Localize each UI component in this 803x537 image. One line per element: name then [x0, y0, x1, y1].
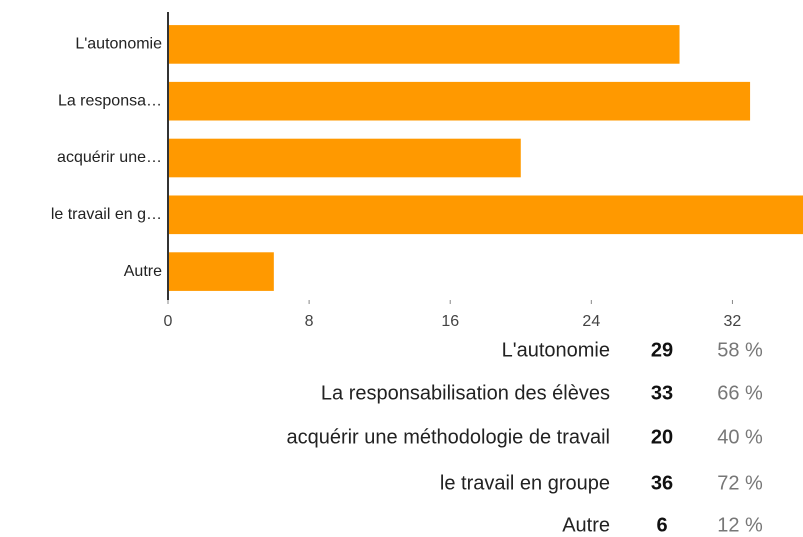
x-tick-label: 8 — [305, 313, 314, 330]
legend-name: Autre — [562, 514, 610, 536]
y-tick-label: Autre — [124, 263, 162, 280]
legend-name: le travail en groupe — [440, 472, 610, 494]
bar — [168, 25, 680, 64]
x-tick-label: 24 — [582, 313, 600, 330]
bar — [168, 252, 274, 291]
legend-name: acquérir une méthodologie de travail — [286, 426, 610, 448]
y-tick-label: acquérir une… — [57, 149, 162, 166]
count: 29 — [651, 339, 673, 361]
legend-name: La responsabilisation des élèves — [321, 382, 610, 404]
percent: 72 % — [717, 472, 763, 494]
bar — [168, 138, 521, 178]
bar — [168, 195, 803, 235]
percent: 66 % — [717, 382, 763, 404]
percent: 40 % — [717, 426, 763, 448]
count: 36 — [651, 472, 673, 494]
count: 6 — [656, 514, 667, 536]
bar — [168, 81, 751, 121]
y-tick-label: L'autonomie — [75, 36, 162, 53]
count: 33 — [651, 382, 673, 404]
x-tick-label: 0 — [164, 313, 173, 330]
percent: 58 % — [717, 339, 763, 361]
legend-name: L'autonomie — [502, 339, 610, 361]
x-tick-label: 16 — [441, 313, 459, 330]
x-tick-label: 32 — [724, 313, 742, 330]
count: 20 — [651, 426, 673, 448]
y-tick-label: le travail en g… — [51, 206, 162, 223]
percent: 12 % — [717, 514, 763, 536]
y-tick-label: La responsa… — [58, 92, 162, 109]
